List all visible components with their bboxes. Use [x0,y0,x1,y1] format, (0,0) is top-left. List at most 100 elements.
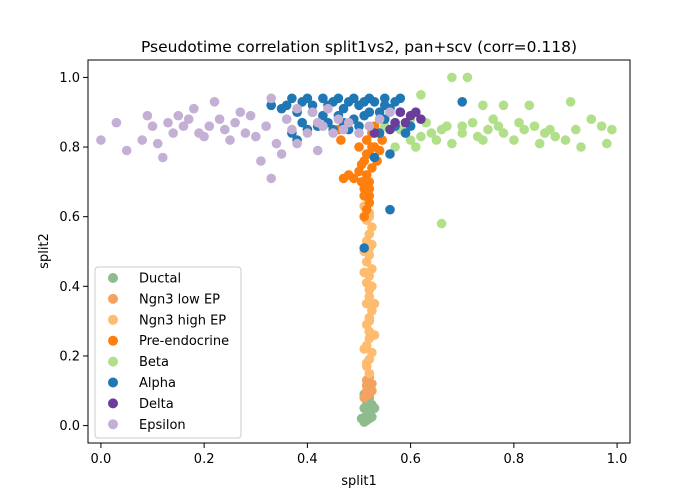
legend-label: Ngn3 high EP [139,313,226,328]
y-tick-label: 1.0 [59,71,80,86]
point-beta-42 [472,131,483,142]
point-pre-endocrine-27 [364,191,375,201]
point-beta-27 [488,114,499,124]
point-epsilon-34 [318,121,328,131]
point-ductal-13 [367,412,377,422]
legend-box [94,266,242,439]
point-epsilon-15 [214,114,225,124]
point-ngn3-high-ep-29 [359,344,370,354]
point-epsilon-30 [292,138,302,149]
point-beta-14 [519,124,529,135]
legend-label: Epsilon [139,418,186,433]
point-beta-4 [498,100,509,111]
point-epsilon-41 [374,114,385,124]
point-alpha-41 [318,110,328,121]
point-epsilon-19 [240,128,251,138]
point-epsilon-28 [281,114,292,124]
point-epsilon-33 [312,145,323,156]
point-epsilon-0 [96,135,106,145]
x-axis-label: split1 [341,474,377,489]
point-beta-43 [493,121,504,131]
point-alpha-48 [328,97,339,107]
point-ngn3-high-ep-21 [367,222,377,232]
point-ngn3-high-ep-31 [359,267,370,278]
point-beta-37 [483,124,493,135]
point-epsilon-1 [111,117,122,128]
point-epsilon-27 [276,149,287,159]
point-epsilon-7 [163,117,173,128]
point-alpha-23 [400,128,411,138]
point-epsilon-48 [168,128,178,138]
point-alpha-29 [457,97,468,107]
point-pre-endocrine-19 [356,159,367,170]
legend-marker [108,356,118,367]
point-beta-35 [431,135,442,145]
point-alpha-17 [369,97,380,107]
point-alpha-26 [369,152,380,163]
point-epsilon-6 [158,152,168,163]
point-pre-endocrine-18 [354,142,364,152]
point-pre-endocrine-26 [359,184,370,194]
point-ngn3-low-ep-9 [361,380,372,391]
point-epsilon-9 [178,121,189,131]
point-beta-17 [457,121,468,131]
point-delta-6 [385,124,395,135]
point-epsilon-18 [230,117,240,128]
point-beta-44 [514,117,524,128]
point-alpha-50 [359,97,370,107]
point-alpha-44 [374,107,385,117]
point-alpha-47 [307,100,318,111]
point-epsilon-8 [173,110,184,121]
point-beta-3 [478,100,488,111]
point-epsilon-21 [251,131,261,142]
point-ngn3-high-ep-33 [361,358,372,368]
point-beta-30 [550,131,560,142]
point-pre-endocrine-25 [364,177,375,187]
y-axis-label: split2 [37,233,52,269]
point-beta-10 [602,138,612,149]
legend-label: Delta [139,397,174,412]
point-beta-21 [390,142,400,152]
point-beta-19 [416,131,426,142]
legend: Ductal Ngn3 low EP Ngn3 high EP Pre-endocri… [94,266,242,439]
point-delta-0 [395,107,406,117]
point-ngn3-high-ep-28 [369,298,380,309]
point-ngn3-high-ep-26 [367,281,377,292]
point-beta-29 [529,121,540,131]
point-epsilon-40 [364,121,375,131]
x-tick-label: 0.6 [400,452,421,467]
point-beta-38 [534,138,545,149]
point-alpha-46 [297,97,308,107]
point-alpha-0 [287,93,297,104]
point-beta-15 [498,128,509,138]
point-alpha-49 [343,97,354,107]
y-axis: 0.0 0.2 0.4 0.6 0.8 1.0 [59,71,88,434]
point-beta-9 [607,124,617,135]
point-epsilon-31 [302,128,313,138]
x-tick-label: 0.8 [504,452,525,467]
x-tick-label: 0.4 [297,452,318,467]
point-beta-8 [596,121,607,131]
x-tick-label: 0.2 [194,452,215,467]
point-beta-12 [560,135,571,145]
point-delta-4 [400,117,411,128]
y-tick-label: 0.8 [59,141,80,156]
point-epsilon-17 [225,135,235,145]
point-epsilon-39 [354,128,364,138]
point-epsilon-3 [142,110,153,121]
y-tick-label: 0.4 [59,280,80,295]
x-tick-label: 0.0 [91,452,112,467]
point-alpha-51 [380,100,390,111]
point-beta-6 [565,97,576,107]
point-epsilon-5 [152,138,163,149]
data-points [96,72,617,427]
point-delta-3 [390,117,400,128]
legend-marker [108,314,118,325]
point-epsilon-16 [220,124,230,135]
point-beta-1 [462,72,473,83]
point-epsilon-24 [266,93,277,104]
point-beta-36 [457,128,468,138]
point-beta-41 [442,121,452,131]
point-beta-5 [524,100,535,111]
